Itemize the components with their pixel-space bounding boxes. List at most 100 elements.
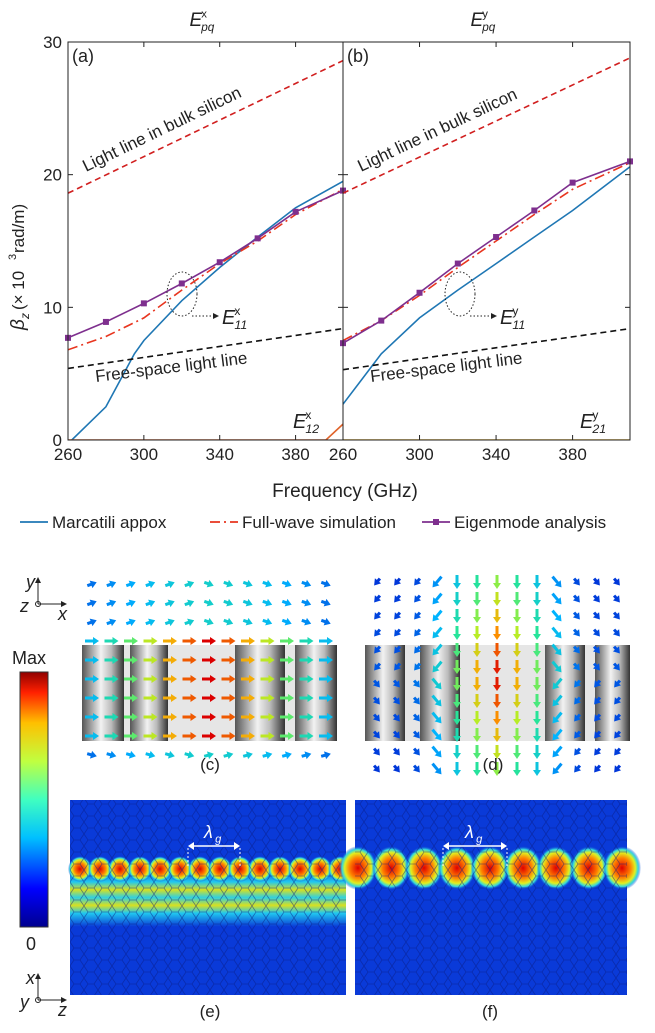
arrow-head	[132, 732, 138, 740]
field-arrow	[493, 677, 501, 691]
heatmap-hex	[355, 800, 627, 995]
field-arrow	[223, 617, 234, 626]
field-arrow	[533, 728, 541, 742]
field-arrow	[372, 696, 380, 705]
cylinder	[365, 645, 405, 741]
chart-title-sub: pq	[200, 21, 215, 34]
series-marker	[493, 234, 500, 241]
arrow-head	[473, 583, 481, 589]
field-arrow	[572, 645, 580, 654]
field-arrow	[124, 675, 138, 683]
field-arrow	[85, 694, 99, 702]
field-arrow	[412, 713, 420, 722]
arrow-head	[307, 694, 314, 702]
field-arrow	[104, 656, 119, 664]
series-marker	[216, 259, 223, 266]
y-tick-label: 0	[53, 431, 62, 450]
field-arrow	[412, 730, 420, 739]
field-arrow	[104, 713, 119, 721]
field-arrow	[431, 694, 442, 707]
arrow-head	[434, 682, 442, 690]
field-arrow	[614, 696, 622, 705]
arrow-head	[612, 646, 620, 654]
series-line	[343, 166, 630, 405]
series-marker	[140, 300, 147, 307]
field-arrow	[241, 656, 255, 664]
arrow-head	[109, 618, 117, 627]
field-arrow	[551, 626, 562, 639]
field-arrow	[394, 594, 402, 603]
arrow-head	[493, 668, 501, 674]
field-arrow	[242, 751, 253, 760]
field-arrow	[281, 598, 292, 607]
field-arrow	[533, 711, 541, 725]
arrow-head	[552, 767, 560, 775]
arrow-head	[594, 765, 602, 773]
field-arrow	[614, 764, 622, 773]
arrow-head	[151, 732, 158, 740]
mode-label-sub: 11	[234, 318, 247, 332]
field-arrow	[592, 594, 600, 603]
axis-name: z	[19, 596, 29, 616]
arrow-head	[112, 694, 119, 702]
arrow-head	[327, 656, 333, 664]
field-arrow	[412, 747, 420, 756]
panel-label: (d)	[483, 755, 504, 774]
field-arrow	[203, 598, 214, 607]
arrow-head	[412, 714, 420, 722]
arrow-head	[288, 732, 294, 740]
field-arrow	[372, 730, 380, 739]
arrow-head	[112, 713, 119, 721]
field-arrow	[574, 713, 582, 722]
arrow-head	[552, 750, 560, 758]
arrow-head	[268, 694, 275, 702]
field-arrow	[202, 656, 216, 664]
arrow-head	[473, 753, 481, 759]
field-arrow	[513, 728, 521, 742]
arrow-head	[229, 732, 236, 740]
field-arrow	[493, 728, 501, 742]
field-arrow	[280, 656, 294, 664]
arrow-head	[554, 631, 562, 639]
field-arrow	[281, 751, 292, 760]
arrow-head	[574, 765, 582, 773]
arrow-head	[327, 675, 333, 683]
arrow-head	[414, 646, 422, 654]
field-arrow	[412, 764, 420, 773]
field-arrow	[551, 592, 562, 605]
arrow-head	[89, 580, 97, 589]
field-arrow	[221, 694, 236, 702]
field-arrow	[493, 643, 501, 657]
arrow-head	[592, 646, 600, 654]
field-arrow	[493, 694, 501, 708]
field-arrow	[432, 660, 443, 673]
mode-label-sub: 21	[591, 422, 606, 436]
arrow-head	[229, 694, 236, 702]
arrow-head	[453, 634, 461, 640]
panel-label: (e)	[200, 1002, 221, 1021]
arrow-head	[592, 595, 600, 603]
arrow-head	[210, 694, 216, 702]
field-arrow	[163, 675, 177, 683]
field-arrow	[262, 598, 273, 607]
field-arrow	[614, 730, 622, 739]
field-arrow	[592, 628, 600, 637]
field-arrow	[473, 728, 481, 742]
field-arrow	[392, 679, 400, 688]
arrow-head	[151, 713, 158, 721]
arrow-head	[187, 750, 195, 759]
arrow-head	[533, 736, 541, 742]
field-arrow	[221, 656, 236, 664]
field-arrow	[221, 675, 236, 683]
arrow-head	[226, 751, 234, 760]
series-line	[343, 160, 630, 344]
arrow-head	[453, 617, 461, 623]
arrow-head	[206, 579, 214, 588]
field-arrow	[493, 626, 501, 640]
field-arrow	[281, 579, 292, 588]
field-arrow	[202, 732, 216, 740]
field-arrow	[241, 637, 255, 645]
arrow-head	[132, 694, 138, 702]
arrow-head	[493, 600, 501, 606]
mode-label-sup: y	[512, 304, 518, 318]
